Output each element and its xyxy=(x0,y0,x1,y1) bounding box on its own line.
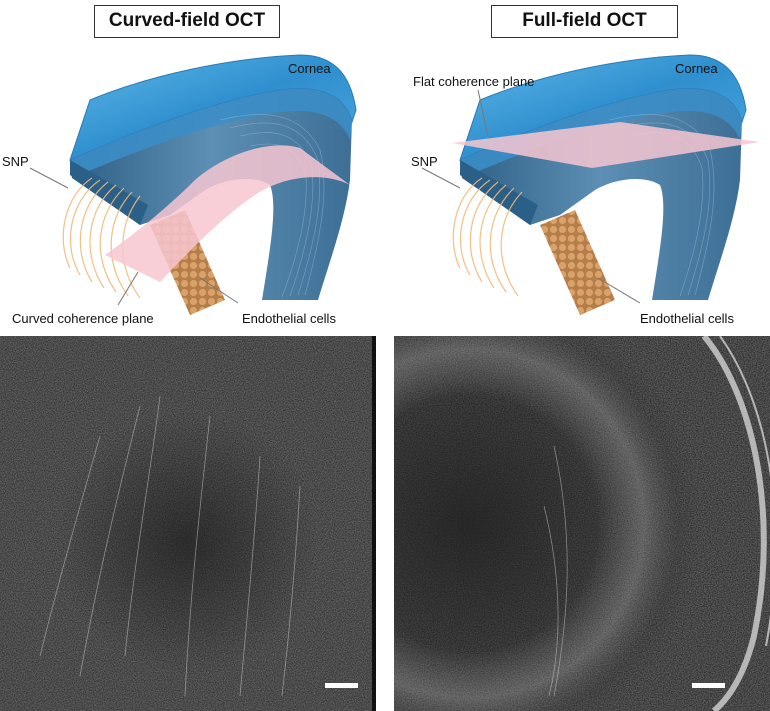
right-endothelial-layer xyxy=(540,210,615,315)
left-nerves xyxy=(62,177,141,299)
right-flat-coherence-plane xyxy=(452,122,760,168)
right-cornea-label: Cornea xyxy=(675,61,718,76)
full-field-oct-title: Full-field OCT xyxy=(491,5,678,38)
left-snp-label: SNP xyxy=(2,154,29,169)
right-scale-bar xyxy=(692,683,725,688)
full-field-oct-micrograph xyxy=(394,336,770,711)
left-endothelial-label: Endothelial cells xyxy=(242,311,336,326)
left-plane-label: Curved coherence plane xyxy=(12,311,154,326)
cornea-diagrams xyxy=(29,54,760,315)
left-curved-coherence-plane xyxy=(105,145,350,282)
left-scale-bar xyxy=(325,683,358,688)
right-endothelial-label: Endothelial cells xyxy=(640,311,734,326)
right-nerves xyxy=(452,177,523,297)
curved-field-oct-title: Curved-field OCT xyxy=(94,5,280,38)
left-cornea-label: Cornea xyxy=(288,61,331,76)
right-cornea-model xyxy=(421,54,760,315)
left-micrograph-texture xyxy=(0,336,376,711)
curved-field-oct-micrograph xyxy=(0,336,376,711)
right-plane-label: Flat coherence plane xyxy=(413,74,535,89)
left-cornea-model xyxy=(29,54,357,315)
right-snp-label: SNP xyxy=(411,154,438,169)
right-micrograph-texture xyxy=(394,336,770,711)
